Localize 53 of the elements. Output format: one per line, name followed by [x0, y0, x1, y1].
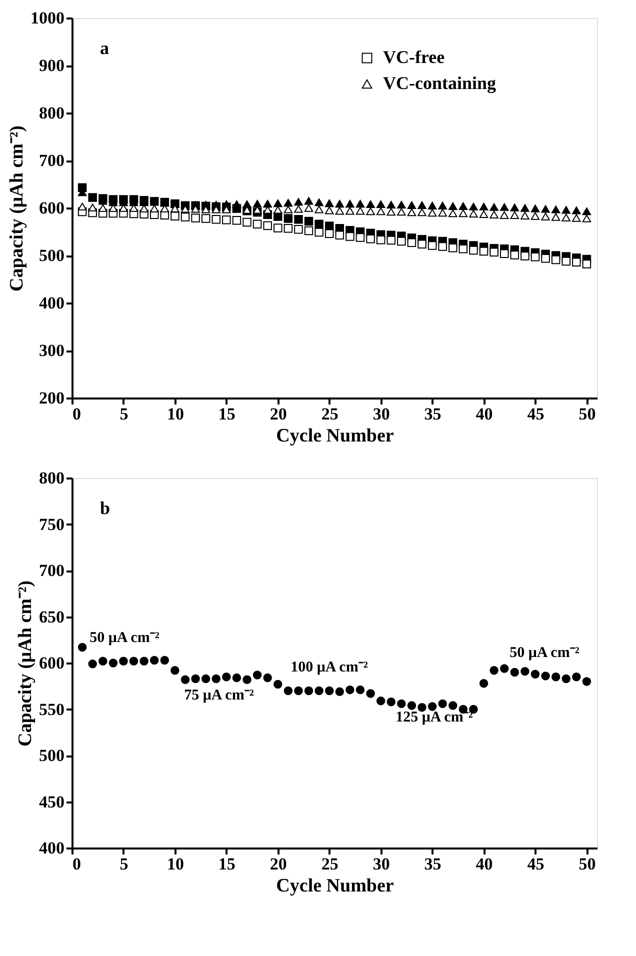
x-tick-label: 50: [578, 854, 596, 874]
legend-label: VC-containing: [383, 73, 496, 93]
x-tick-label: 20: [270, 404, 287, 424]
text: a: [100, 38, 109, 58]
x-tick-label: 10: [166, 404, 184, 424]
y-tick-label: 600: [39, 654, 64, 672]
annotation: 75 μA cm⁻²: [184, 687, 254, 704]
x-tick-label: 40: [476, 854, 493, 874]
x-tick-label: 15: [218, 854, 236, 874]
y-tick-label: 650: [39, 607, 64, 626]
y-tick-label: 300: [39, 341, 64, 360]
y-tick-label: 400: [39, 294, 64, 312]
annotation: 50 μA cm⁻²: [90, 630, 160, 646]
y-tick-label: 450: [39, 792, 64, 812]
x-tick-label: 25: [321, 854, 338, 874]
x-tick-label: 0: [72, 404, 81, 424]
x-tick-label: 25: [321, 404, 338, 424]
y-tick-label: 550: [39, 700, 64, 719]
x-axis-title: Cycle Number: [276, 876, 394, 896]
y-tick-label: 400: [39, 838, 64, 858]
x-tick-label: 50: [578, 404, 596, 424]
y-axis-title: Capacity (μAh cm⁻²): [6, 126, 28, 292]
annotation: 125 μA cm⁻²: [396, 710, 474, 726]
y-tick-label: 600: [39, 198, 64, 218]
x-tick-label: 5: [120, 404, 128, 424]
y-tick-label: 500: [39, 246, 64, 265]
y-tick-label: 700: [39, 151, 64, 170]
y-tick-label: 900: [39, 56, 64, 75]
y-tick-label: 200: [39, 388, 64, 408]
x-tick-label: 10: [166, 854, 184, 874]
x-tick-label: 45: [527, 854, 544, 874]
y-tick-label: 800: [39, 468, 64, 488]
x-tick-label: 35: [424, 854, 442, 874]
y-tick-label: 500: [39, 746, 64, 765]
y-tick-label: 800: [39, 104, 64, 122]
legend-label: VC-free: [383, 47, 445, 67]
y-tick-label: 1000: [30, 8, 64, 28]
x-tick-label: 35: [424, 404, 442, 424]
x-tick-label: 15: [218, 404, 236, 424]
x-tick-label: 40: [476, 404, 493, 424]
x-tick-label: 5: [120, 854, 128, 874]
x-tick-label: 45: [527, 404, 544, 424]
y-axis-title: Capacity (μAh cm⁻²): [15, 580, 36, 746]
annotation: 50 μA cm⁻²: [510, 644, 580, 661]
annotation: 100 μA cm⁻²: [290, 660, 368, 676]
x-tick-label: 0: [72, 854, 81, 874]
y-tick-label: 750: [39, 514, 64, 534]
y-tick-label: 700: [39, 561, 64, 580]
x-tick-label: 20: [270, 854, 287, 874]
text: b: [100, 498, 110, 518]
x-tick-label: 30: [372, 404, 390, 424]
x-axis-title: Cycle Number: [276, 426, 394, 446]
x-tick-label: 30: [372, 854, 390, 874]
